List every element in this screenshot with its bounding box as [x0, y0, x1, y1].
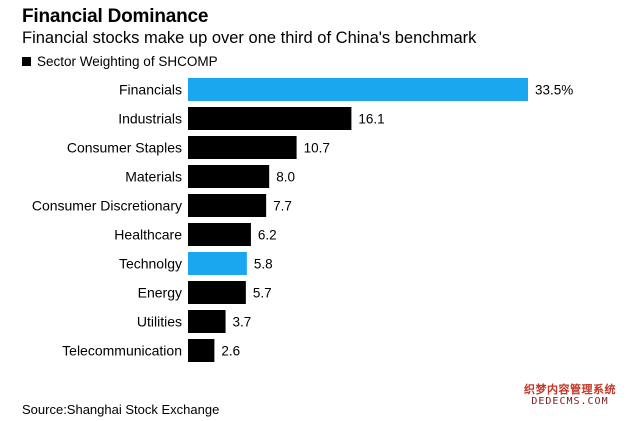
bar-financials: [188, 78, 528, 101]
source-note: Source:Shanghai Stock Exchange: [22, 402, 220, 417]
chart-title: Financial Dominance: [22, 6, 209, 27]
bar-energy: [188, 281, 246, 304]
category-label-consumer-discretionary: Consumer Discretionary: [32, 198, 182, 214]
watermark-line1: 织梦内容管理系统: [524, 383, 616, 396]
category-label-utilities: Utilities: [137, 314, 182, 330]
legend-label: Sector Weighting of SHCOMP: [37, 54, 218, 69]
category-label-telecommunication: Telecommunication: [62, 343, 182, 359]
value-label-telecommunication: 2.6: [221, 344, 240, 359]
value-label-consumer-staples: 10.7: [304, 141, 330, 156]
bar-consumer-staples: [188, 136, 297, 159]
watermark-line2: DEDECMS.COM: [531, 396, 609, 408]
bar-healthcare: [188, 223, 251, 246]
value-label-healthcare: 6.2: [258, 228, 277, 243]
category-label-consumer-staples: Consumer Staples: [67, 140, 182, 156]
value-label-energy: 5.7: [253, 286, 272, 301]
bar-utilities: [188, 310, 226, 333]
category-label-technolgy: Technolgy: [119, 256, 182, 272]
category-label-industrials: Industrials: [118, 111, 182, 127]
value-label-technolgy: 5.8: [254, 257, 273, 272]
watermark: 织梦内容管理系统 DEDECMS.COM: [518, 383, 622, 408]
category-label-energy: Energy: [138, 285, 182, 301]
bar-telecommunication: [188, 339, 215, 362]
value-label-financials: 33.5%: [535, 83, 573, 98]
value-label-materials: 8.0: [276, 170, 295, 185]
value-label-industrials: 16.1: [358, 112, 384, 127]
chart-subtitle: Financial stocks make up over one third …: [22, 29, 477, 47]
legend: Sector Weighting of SHCOMP: [22, 54, 218, 69]
bar-materials: [188, 165, 270, 188]
bar-consumer-discretionary: [188, 194, 267, 217]
value-label-consumer-discretionary: 7.7: [273, 199, 292, 214]
bar-technolgy: [188, 252, 247, 275]
legend-swatch: [22, 57, 31, 66]
bar-industrials: [188, 107, 352, 130]
category-label-materials: Materials: [125, 169, 182, 185]
category-label-financials: Financials: [119, 82, 182, 98]
value-label-utilities: 3.7: [233, 315, 252, 330]
category-label-healthcare: Healthcare: [114, 227, 182, 243]
